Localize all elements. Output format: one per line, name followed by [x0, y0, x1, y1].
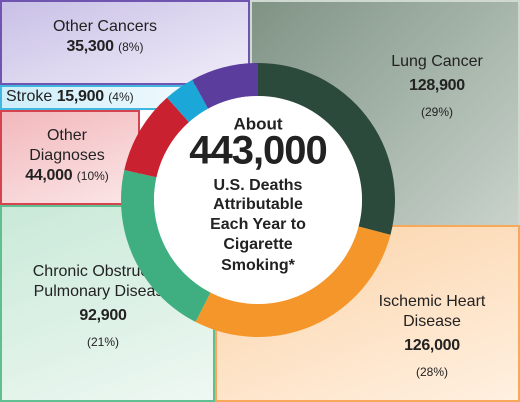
percent-label: (28%) [415, 365, 448, 379]
category-label: Ischemic Heart Disease 126,000 (28%) [372, 292, 492, 382]
category-name: Chronic Obstructive Pulmonary Disease [32, 263, 174, 300]
donut-segment [192, 63, 258, 109]
category-label: Chronic Obstructive Pulmonary Disease 92,… [18, 262, 188, 352]
percent-label: (21%) [86, 335, 119, 349]
category-name: Stroke [6, 88, 53, 105]
percent-label: (4%) [108, 90, 134, 104]
percent-label: (10%) [76, 169, 109, 183]
value-line: 92,900 [18, 306, 188, 326]
donut-segment [258, 63, 395, 235]
category-label: Other Diagnoses 44,000 (10%) [2, 126, 132, 186]
donut-segment [195, 226, 391, 337]
percent-line: (29%) [362, 102, 512, 122]
category-name: Other Diagnoses [29, 127, 105, 164]
category-box [0, 85, 185, 110]
category-label: Lung Cancer 128,900 (29%) [362, 52, 512, 122]
donut-hole [154, 96, 362, 304]
percent-line: (21%) [18, 332, 188, 352]
value-line: 128,900 [362, 76, 512, 96]
donut-segment [121, 170, 211, 322]
value-line: 44,000 (10%) [2, 166, 132, 186]
center-text: Each Year to [210, 216, 306, 233]
value-label: 92,900 [79, 307, 127, 324]
center-text: Cigarette [223, 236, 292, 253]
center-text: Smoking* [221, 257, 296, 274]
value-label: 126,000 [404, 337, 460, 354]
category-name: Other Cancers [52, 18, 158, 35]
value-label: 44,000 [25, 167, 73, 184]
value-line: 35,300 (8%) [0, 37, 210, 57]
category-name: Ischemic Heart Disease [378, 293, 486, 330]
donut-segment [167, 79, 209, 123]
percent-line: (28%) [372, 362, 492, 382]
category-name: Lung Cancer [391, 53, 483, 70]
center-text: About [233, 114, 282, 133]
category-label: Stroke 15,900 (4%) [6, 87, 184, 107]
percent-label: (29%) [420, 105, 453, 119]
center-text: U.S. Deaths [214, 177, 303, 194]
value-label: 35,300 [66, 38, 114, 55]
donut-segment [124, 97, 189, 178]
percent-label: (8%) [118, 40, 144, 54]
value-line: 126,000 [372, 336, 492, 356]
value-label: 15,900 [56, 88, 104, 105]
center-text: Attributable [213, 196, 303, 213]
value-label: 128,900 [409, 77, 465, 94]
center-text: 443,000 [189, 129, 327, 173]
category-box [0, 0, 250, 85]
category-label: Other Cancers 35,300 (8%) [0, 17, 210, 57]
